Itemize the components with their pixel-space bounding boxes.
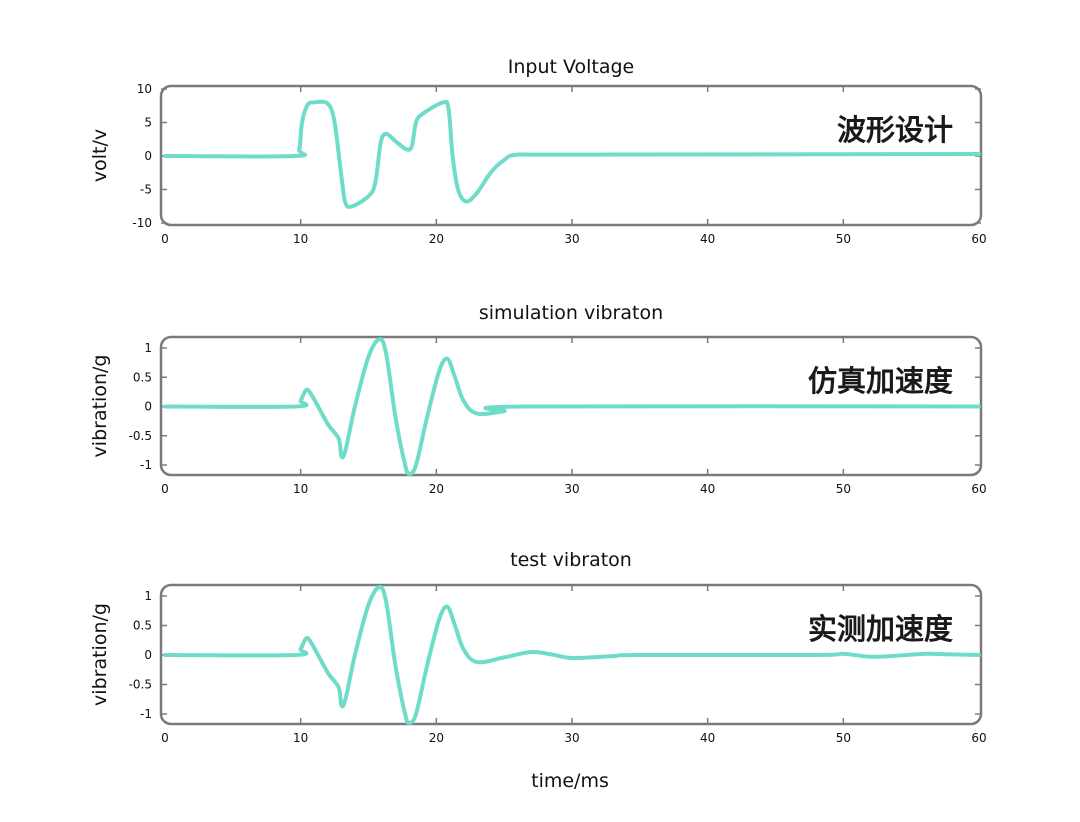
x-tick-label: 30 [564, 482, 579, 496]
y-tick-label: 0 [144, 149, 152, 163]
x-tick-label: 60 [971, 232, 986, 246]
x-tick-label: 0 [161, 482, 169, 496]
y-tick-label: -10 [132, 216, 152, 230]
y-tick-label: 0 [144, 400, 152, 414]
y-tick-label: -1 [140, 458, 152, 472]
y-tick-label: -0.5 [129, 429, 152, 443]
chart-annotation: 波形设计 [837, 113, 953, 147]
x-tick-label: 40 [700, 731, 715, 745]
x-tick-label: 40 [700, 482, 715, 496]
x-tick-label: 20 [429, 731, 444, 745]
x-tick-label: 60 [971, 731, 986, 745]
y-tick-label: 1 [144, 341, 152, 355]
x-tick-label: 20 [429, 232, 444, 246]
chart-title: simulation vibraton [479, 302, 663, 324]
subplot-3: test vibraton vibration/g 0 10 20 30 40 50 60 1 0.… [89, 549, 987, 792]
series-line [163, 337, 981, 476]
x-tick-label: 50 [836, 232, 851, 246]
y-tick-label: -1 [140, 707, 152, 721]
x-tick-label: 20 [429, 482, 444, 496]
x-tick-label: 50 [836, 731, 851, 745]
series-line [163, 99, 981, 209]
y-tick-label: 1 [144, 589, 152, 603]
x-tick-label: 0 [161, 731, 169, 745]
y-tick-label: 0.5 [133, 619, 152, 633]
y-tick-label: -0.5 [129, 678, 152, 692]
x-tick-label: 10 [293, 232, 308, 246]
x-tick-label: 40 [700, 232, 715, 246]
x-tick-label: 10 [293, 731, 308, 745]
x-tick-label: 30 [564, 232, 579, 246]
y-tick-label: 0 [144, 648, 152, 662]
y-tick-label: -5 [140, 183, 152, 197]
y-tick-label: 5 [144, 116, 152, 130]
y-tick-label: 0.5 [133, 370, 152, 384]
x-axis-label: time/ms [531, 770, 609, 792]
chart-title: Input Voltage [508, 56, 635, 78]
x-tick-label: 10 [293, 482, 308, 496]
x-tick-label: 60 [971, 482, 986, 496]
x-tick-label: 0 [161, 232, 169, 246]
series-line [163, 585, 981, 725]
y-axis-label: vibration/g [89, 603, 111, 706]
chart-annotation: 实测加速度 [808, 612, 953, 646]
x-tick-label: 50 [836, 482, 851, 496]
chart-title: test vibraton [510, 549, 632, 571]
y-axis-label: vibration/g [89, 355, 111, 458]
x-tick-label: 30 [564, 731, 579, 745]
chart-annotation: 仿真加速度 [808, 364, 953, 398]
y-axis-label: volt/v [89, 129, 111, 182]
y-tick-label: 10 [137, 82, 152, 96]
